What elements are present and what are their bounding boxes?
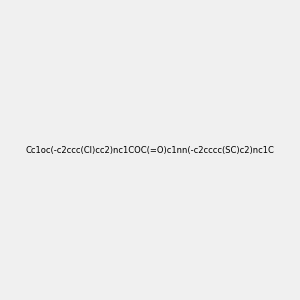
Text: Cc1oc(-c2ccc(Cl)cc2)nc1COC(=O)c1nn(-c2cccc(SC)c2)nc1C: Cc1oc(-c2ccc(Cl)cc2)nc1COC(=O)c1nn(-c2cc…: [26, 146, 275, 154]
